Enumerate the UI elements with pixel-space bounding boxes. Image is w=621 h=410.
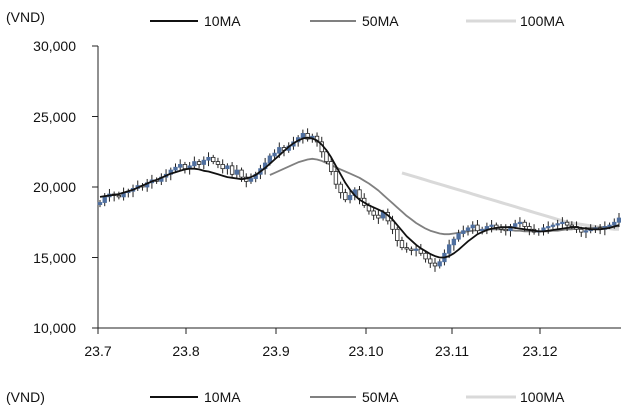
x-tick-label: 23.11 (435, 343, 469, 359)
candle-body (102, 196, 107, 203)
candle-body (527, 226, 532, 230)
candle-body (579, 228, 584, 233)
legend-10ma-label: 10MA (204, 13, 241, 29)
x-ticks: 23.7 23.8 23.9 23.10 23.11 23.12 (84, 328, 558, 359)
legend-50ma-label: 50MA (362, 389, 399, 405)
candle-body (428, 258, 433, 264)
candle-body (395, 228, 400, 241)
candle-body (607, 224, 612, 227)
candle-body (432, 262, 438, 267)
y-tick-label: 25,000 (33, 109, 76, 125)
candle-body (517, 221, 523, 225)
candle-body (413, 248, 419, 251)
candle-body (503, 228, 508, 232)
candle-body (583, 230, 589, 233)
candle-body (569, 224, 574, 227)
candle-body (182, 164, 188, 170)
candle-body (564, 221, 570, 226)
candle-body (513, 223, 518, 227)
candle-body (409, 248, 414, 251)
candle-body (343, 192, 348, 201)
candle-body (196, 161, 202, 165)
candle-body (541, 227, 546, 232)
candle-body (206, 156, 211, 161)
y-tick-label: 15,000 (33, 250, 76, 266)
candle-body (239, 169, 244, 178)
ma10-line (99, 136, 620, 259)
candle-body (347, 195, 353, 201)
candle-body (612, 221, 617, 226)
legend-100ma-label: 100MA (520, 13, 565, 29)
candle-body (173, 166, 178, 171)
candle-body (446, 244, 452, 254)
candle-body (97, 202, 103, 206)
candle-body (550, 224, 556, 227)
candle-body (465, 227, 471, 232)
candle-body (376, 214, 381, 219)
candle-body (522, 221, 527, 227)
y-unit-label-bottom: (VND) (6, 389, 45, 405)
candle-body (178, 164, 183, 168)
candle-body (456, 233, 461, 240)
candle-body (201, 159, 206, 165)
y-ticks: 30,000 25,000 20,000 15,000 10,000 (33, 38, 98, 336)
candle-body (357, 189, 362, 199)
x-tick-label: 23.7 (84, 343, 111, 359)
ma100-series (401, 171, 619, 231)
legend-100ma-label: 100MA (520, 389, 565, 405)
x-tick-label: 23.8 (172, 343, 199, 359)
ma100-line (401, 171, 619, 231)
candle-body (451, 238, 457, 246)
candle-body (211, 156, 216, 163)
candle-body (248, 178, 254, 182)
candle-body (423, 252, 428, 260)
x-tick-label: 23.10 (348, 343, 383, 359)
candle-body (560, 221, 565, 225)
candle-body (305, 133, 310, 140)
candle-body (437, 261, 442, 267)
legend-bottom: 10MA 50MA 100MA (150, 389, 565, 405)
y-tick-label: 20,000 (33, 179, 76, 195)
legend-top: 10MA 50MA 100MA (150, 13, 565, 29)
candle-body (555, 223, 560, 226)
candle-body (546, 226, 551, 229)
candle-body (399, 240, 405, 249)
candle-body (489, 224, 494, 227)
candle-body (192, 161, 197, 167)
candle-body (616, 217, 621, 223)
candle-body (470, 224, 475, 229)
candle-body (461, 230, 466, 234)
ma50-line (269, 157, 619, 236)
candle-body (300, 133, 306, 139)
candle-body (229, 165, 235, 175)
y-unit-label: (VND) (6, 9, 45, 25)
candle-body (371, 210, 376, 216)
candle-body (338, 183, 343, 194)
legend-50ma-label: 50MA (362, 13, 399, 29)
x-tick-label: 23.9 (262, 343, 289, 359)
legend-10ma-label: 10MA (204, 389, 241, 405)
x-tick-label: 23.12 (522, 343, 557, 359)
candle-body (480, 228, 485, 232)
candle-body (234, 169, 239, 175)
candle-body (225, 165, 230, 170)
ma10-series (99, 136, 620, 259)
candle-body (220, 164, 225, 170)
candle-body (116, 195, 122, 198)
candle-body (333, 171, 339, 185)
candle-body (215, 161, 221, 165)
candle-body (404, 247, 409, 250)
candle-body (329, 161, 334, 172)
candle-body (277, 147, 282, 154)
y-tick-label: 10,000 (33, 320, 76, 336)
candle-body (475, 224, 480, 232)
ma50-series (269, 157, 619, 236)
y-tick-label: 30,000 (33, 38, 76, 54)
candle-body (272, 152, 277, 157)
